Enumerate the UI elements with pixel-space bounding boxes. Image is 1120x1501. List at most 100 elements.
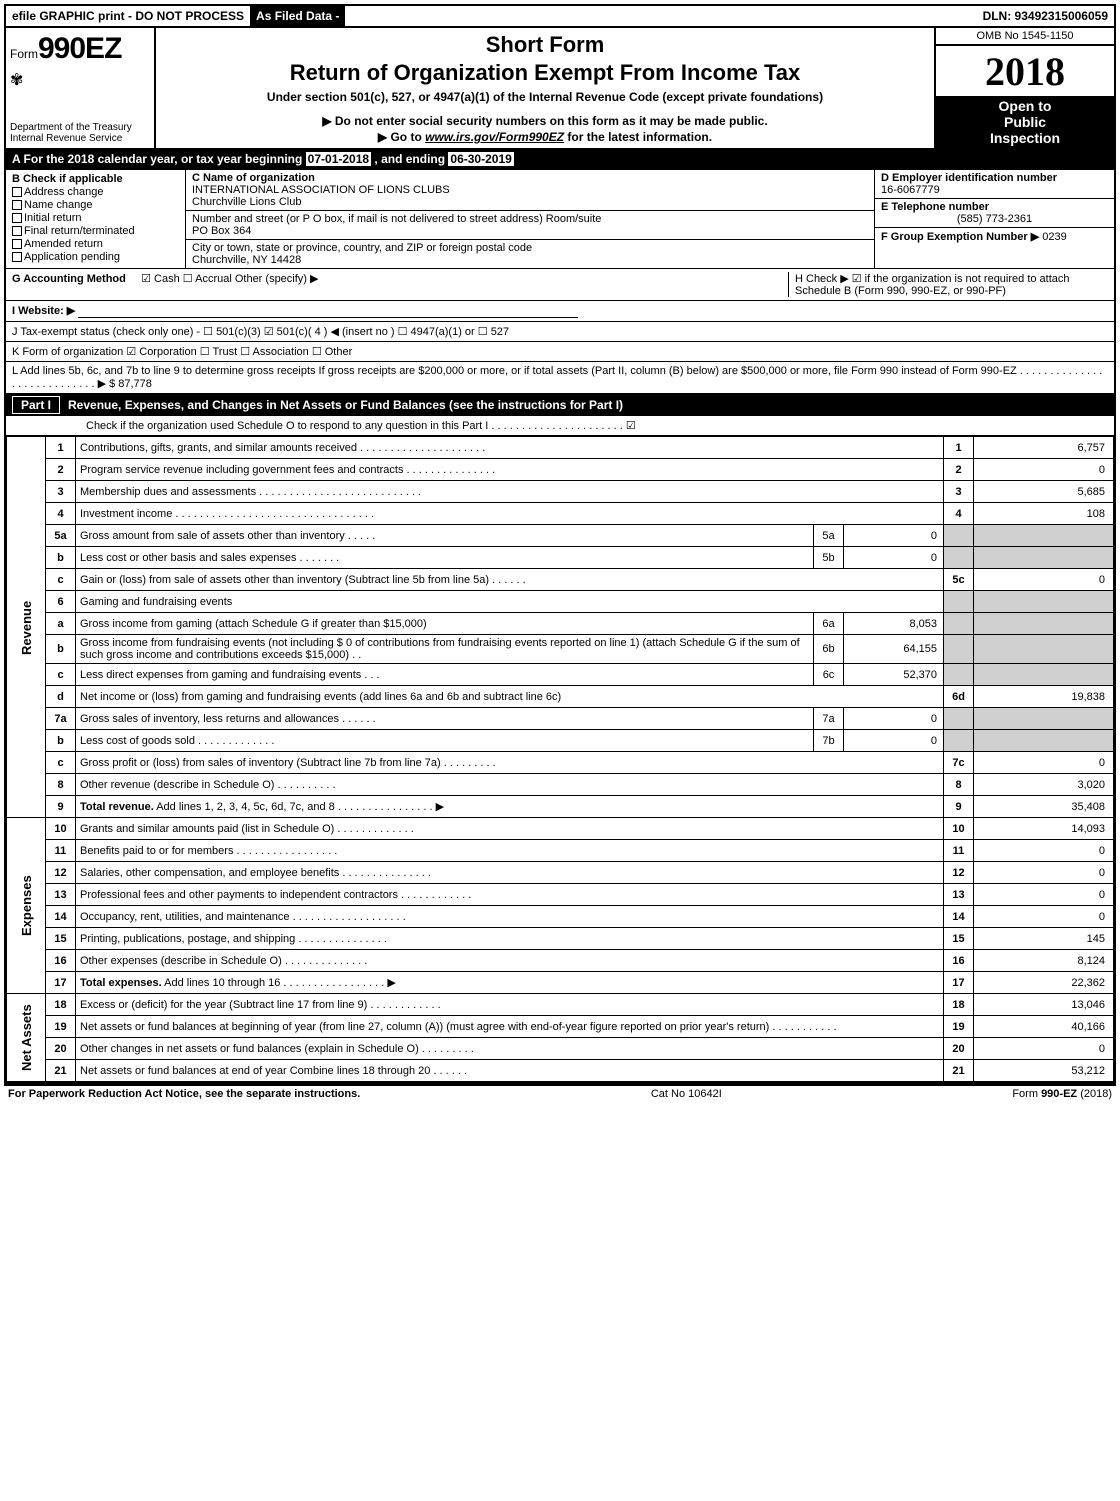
inner-box-value: 64,155 bbox=[844, 635, 944, 664]
header-left: efile GRAPHIC print - DO NOT PROCESS As … bbox=[6, 6, 345, 26]
line-value: 40,166 bbox=[974, 1016, 1114, 1038]
line-value: 145 bbox=[974, 928, 1114, 950]
line-description: Gross income from fundraising events (no… bbox=[76, 635, 814, 664]
line-k-form-org: K Form of organization ☑ Corporation ☐ T… bbox=[6, 342, 1114, 362]
line-value: 0 bbox=[974, 840, 1114, 862]
inner-box-value: 8,053 bbox=[844, 613, 944, 635]
irs-logo-icon: ✾ bbox=[10, 70, 150, 90]
chk-initial-return[interactable]: Initial return bbox=[12, 212, 179, 224]
inner-box-value: 0 bbox=[844, 525, 944, 547]
line-description: Gaming and fundraising events bbox=[76, 591, 944, 613]
line-description: Membership dues and assessments . . . . … bbox=[76, 481, 944, 503]
line-value-shaded bbox=[974, 730, 1114, 752]
as-filed-label: As Filed Data - bbox=[250, 6, 345, 26]
line-box-shaded bbox=[944, 664, 974, 686]
header-graphic-text: efile GRAPHIC print - DO NOT PROCESS bbox=[6, 9, 250, 23]
line-number: 14 bbox=[46, 906, 76, 928]
line-value-shaded bbox=[974, 525, 1114, 547]
part-i-table: Revenue1Contributions, gifts, grants, an… bbox=[6, 436, 1114, 1082]
line-box-number: 14 bbox=[944, 906, 974, 928]
line-l-gross-receipts: L Add lines 5b, 6c, and 7b to line 9 to … bbox=[6, 362, 1114, 394]
line-description: Total revenue. Add lines 1, 2, 3, 4, 5c,… bbox=[76, 796, 944, 818]
inner-box-value: 0 bbox=[844, 730, 944, 752]
line-description: Other changes in net assets or fund bala… bbox=[76, 1038, 944, 1060]
line-box-number: 4 bbox=[944, 503, 974, 525]
line-value: 108 bbox=[974, 503, 1114, 525]
line-box-number: 3 bbox=[944, 481, 974, 503]
line-value: 14,093 bbox=[974, 818, 1114, 840]
line-number: 11 bbox=[46, 840, 76, 862]
line-number: c bbox=[46, 752, 76, 774]
line-description: Investment income . . . . . . . . . . . … bbox=[76, 503, 944, 525]
chk-application-pending[interactable]: Application pending bbox=[12, 251, 179, 263]
line-h: H Check ▶ ☑ if the organization is not r… bbox=[788, 272, 1108, 297]
line-box-number: 11 bbox=[944, 840, 974, 862]
omb-number: OMB No 1545-1150 bbox=[936, 28, 1114, 46]
inner-box-label: 6b bbox=[814, 635, 844, 664]
section-side-label: Revenue bbox=[7, 437, 46, 818]
line-description: Excess or (deficit) for the year (Subtra… bbox=[76, 994, 944, 1016]
dept-irs: Internal Revenue Service bbox=[10, 133, 150, 144]
line-description: Gross profit or (loss) from sales of inv… bbox=[76, 752, 944, 774]
ein-value: 16-6067779 bbox=[881, 184, 1108, 196]
form-id-cell: Form990EZ ✾ Department of the Treasury I… bbox=[6, 28, 156, 148]
line-description: Salaries, other compensation, and employ… bbox=[76, 862, 944, 884]
info-link[interactable]: ▶ Go to www.irs.gov/Form990EZ for the la… bbox=[166, 130, 924, 144]
chk-amended-return[interactable]: Amended return bbox=[12, 238, 179, 250]
line-value-shaded bbox=[974, 613, 1114, 635]
line-box-number: 12 bbox=[944, 862, 974, 884]
line-box-number: 9 bbox=[944, 796, 974, 818]
line-number: 12 bbox=[46, 862, 76, 884]
line-value-shaded bbox=[974, 635, 1114, 664]
inner-box-label: 6c bbox=[814, 664, 844, 686]
line-number: 9 bbox=[46, 796, 76, 818]
footer-form: Form 990-EZ (2018) bbox=[1012, 1088, 1112, 1100]
accounting-method-options[interactable]: ☑ Cash ☐ Accrual Other (specify) ▶ bbox=[141, 273, 318, 285]
line-number: a bbox=[46, 613, 76, 635]
chk-final-return[interactable]: Final return/terminated bbox=[12, 225, 179, 237]
line-i-website: I Website: ▶ bbox=[6, 301, 1114, 322]
line-box-shaded bbox=[944, 547, 974, 569]
line-number: 1 bbox=[46, 437, 76, 459]
line-value: 22,362 bbox=[974, 972, 1114, 994]
line-box-number: 13 bbox=[944, 884, 974, 906]
addr-label: Number and street (or P O box, if mail i… bbox=[192, 213, 868, 225]
line-number: 5a bbox=[46, 525, 76, 547]
line-value: 5,685 bbox=[974, 481, 1114, 503]
line-box-number: 2 bbox=[944, 459, 974, 481]
line-value-shaded bbox=[974, 591, 1114, 613]
line-description: Gross income from gaming (attach Schedul… bbox=[76, 613, 814, 635]
line-value: 0 bbox=[974, 1038, 1114, 1060]
line-number: 17 bbox=[46, 972, 76, 994]
form-meta-cell: OMB No 1545-1150 2018 Open to Public Ins… bbox=[934, 28, 1114, 148]
line-description: Gain or (loss) from sale of assets other… bbox=[76, 569, 944, 591]
line-value-shaded bbox=[974, 708, 1114, 730]
footer-catno: Cat No 10642I bbox=[651, 1088, 722, 1100]
line-box-number: 19 bbox=[944, 1016, 974, 1038]
open-to-public: Open to Public Inspection bbox=[936, 96, 1114, 148]
line-value: 0 bbox=[974, 906, 1114, 928]
ssn-notice: ▶ Do not enter social security numbers o… bbox=[166, 114, 924, 128]
line-description: Contributions, gifts, grants, and simila… bbox=[76, 437, 944, 459]
chk-name-change[interactable]: Name change bbox=[12, 199, 179, 211]
line-description: Program service revenue including govern… bbox=[76, 459, 944, 481]
line-box-number: 18 bbox=[944, 994, 974, 1016]
year-end: 06-30-2019 bbox=[448, 152, 513, 166]
line-box-shaded bbox=[944, 613, 974, 635]
line-number: 21 bbox=[46, 1060, 76, 1082]
line-box-shaded bbox=[944, 591, 974, 613]
chk-address-change[interactable]: Address change bbox=[12, 186, 179, 198]
org-name-2: Churchville Lions Club bbox=[192, 196, 868, 208]
inner-box-label: 7b bbox=[814, 730, 844, 752]
form-number: 990EZ bbox=[38, 32, 121, 65]
line-box-number: 17 bbox=[944, 972, 974, 994]
line-box-shaded bbox=[944, 635, 974, 664]
inner-box-label: 5b bbox=[814, 547, 844, 569]
line-number: b bbox=[46, 635, 76, 664]
line-value: 13,046 bbox=[974, 994, 1114, 1016]
ein-label: D Employer identification number bbox=[881, 172, 1108, 184]
org-name-1: INTERNATIONAL ASSOCIATION OF LIONS CLUBS bbox=[192, 184, 868, 196]
line-number: 6 bbox=[46, 591, 76, 613]
line-value-shaded bbox=[974, 547, 1114, 569]
line-number: 19 bbox=[46, 1016, 76, 1038]
